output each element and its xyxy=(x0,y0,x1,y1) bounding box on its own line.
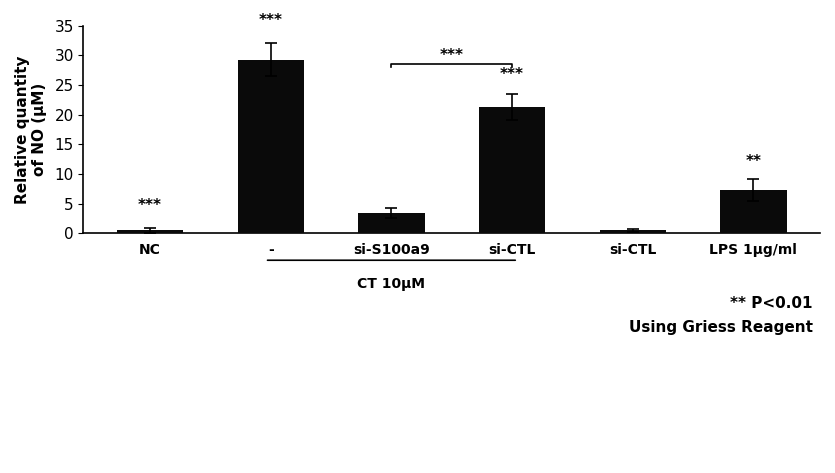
Y-axis label: Relative quantity
of NO (μM): Relative quantity of NO (μM) xyxy=(15,55,48,204)
Text: **: ** xyxy=(746,154,762,169)
Text: Using Griess Reagent: Using Griess Reagent xyxy=(629,320,812,335)
Text: ** P<0.01: ** P<0.01 xyxy=(730,296,812,310)
Bar xyxy=(478,107,545,233)
Bar xyxy=(238,60,304,233)
Bar xyxy=(117,230,183,233)
Text: ***: *** xyxy=(500,67,524,82)
Bar xyxy=(600,230,665,233)
Text: ***: *** xyxy=(259,13,283,28)
Text: ***: *** xyxy=(440,48,463,62)
Bar xyxy=(358,213,424,233)
Text: ***: *** xyxy=(138,198,162,213)
Bar xyxy=(720,190,787,233)
Text: CT 10μM: CT 10μM xyxy=(357,277,425,291)
